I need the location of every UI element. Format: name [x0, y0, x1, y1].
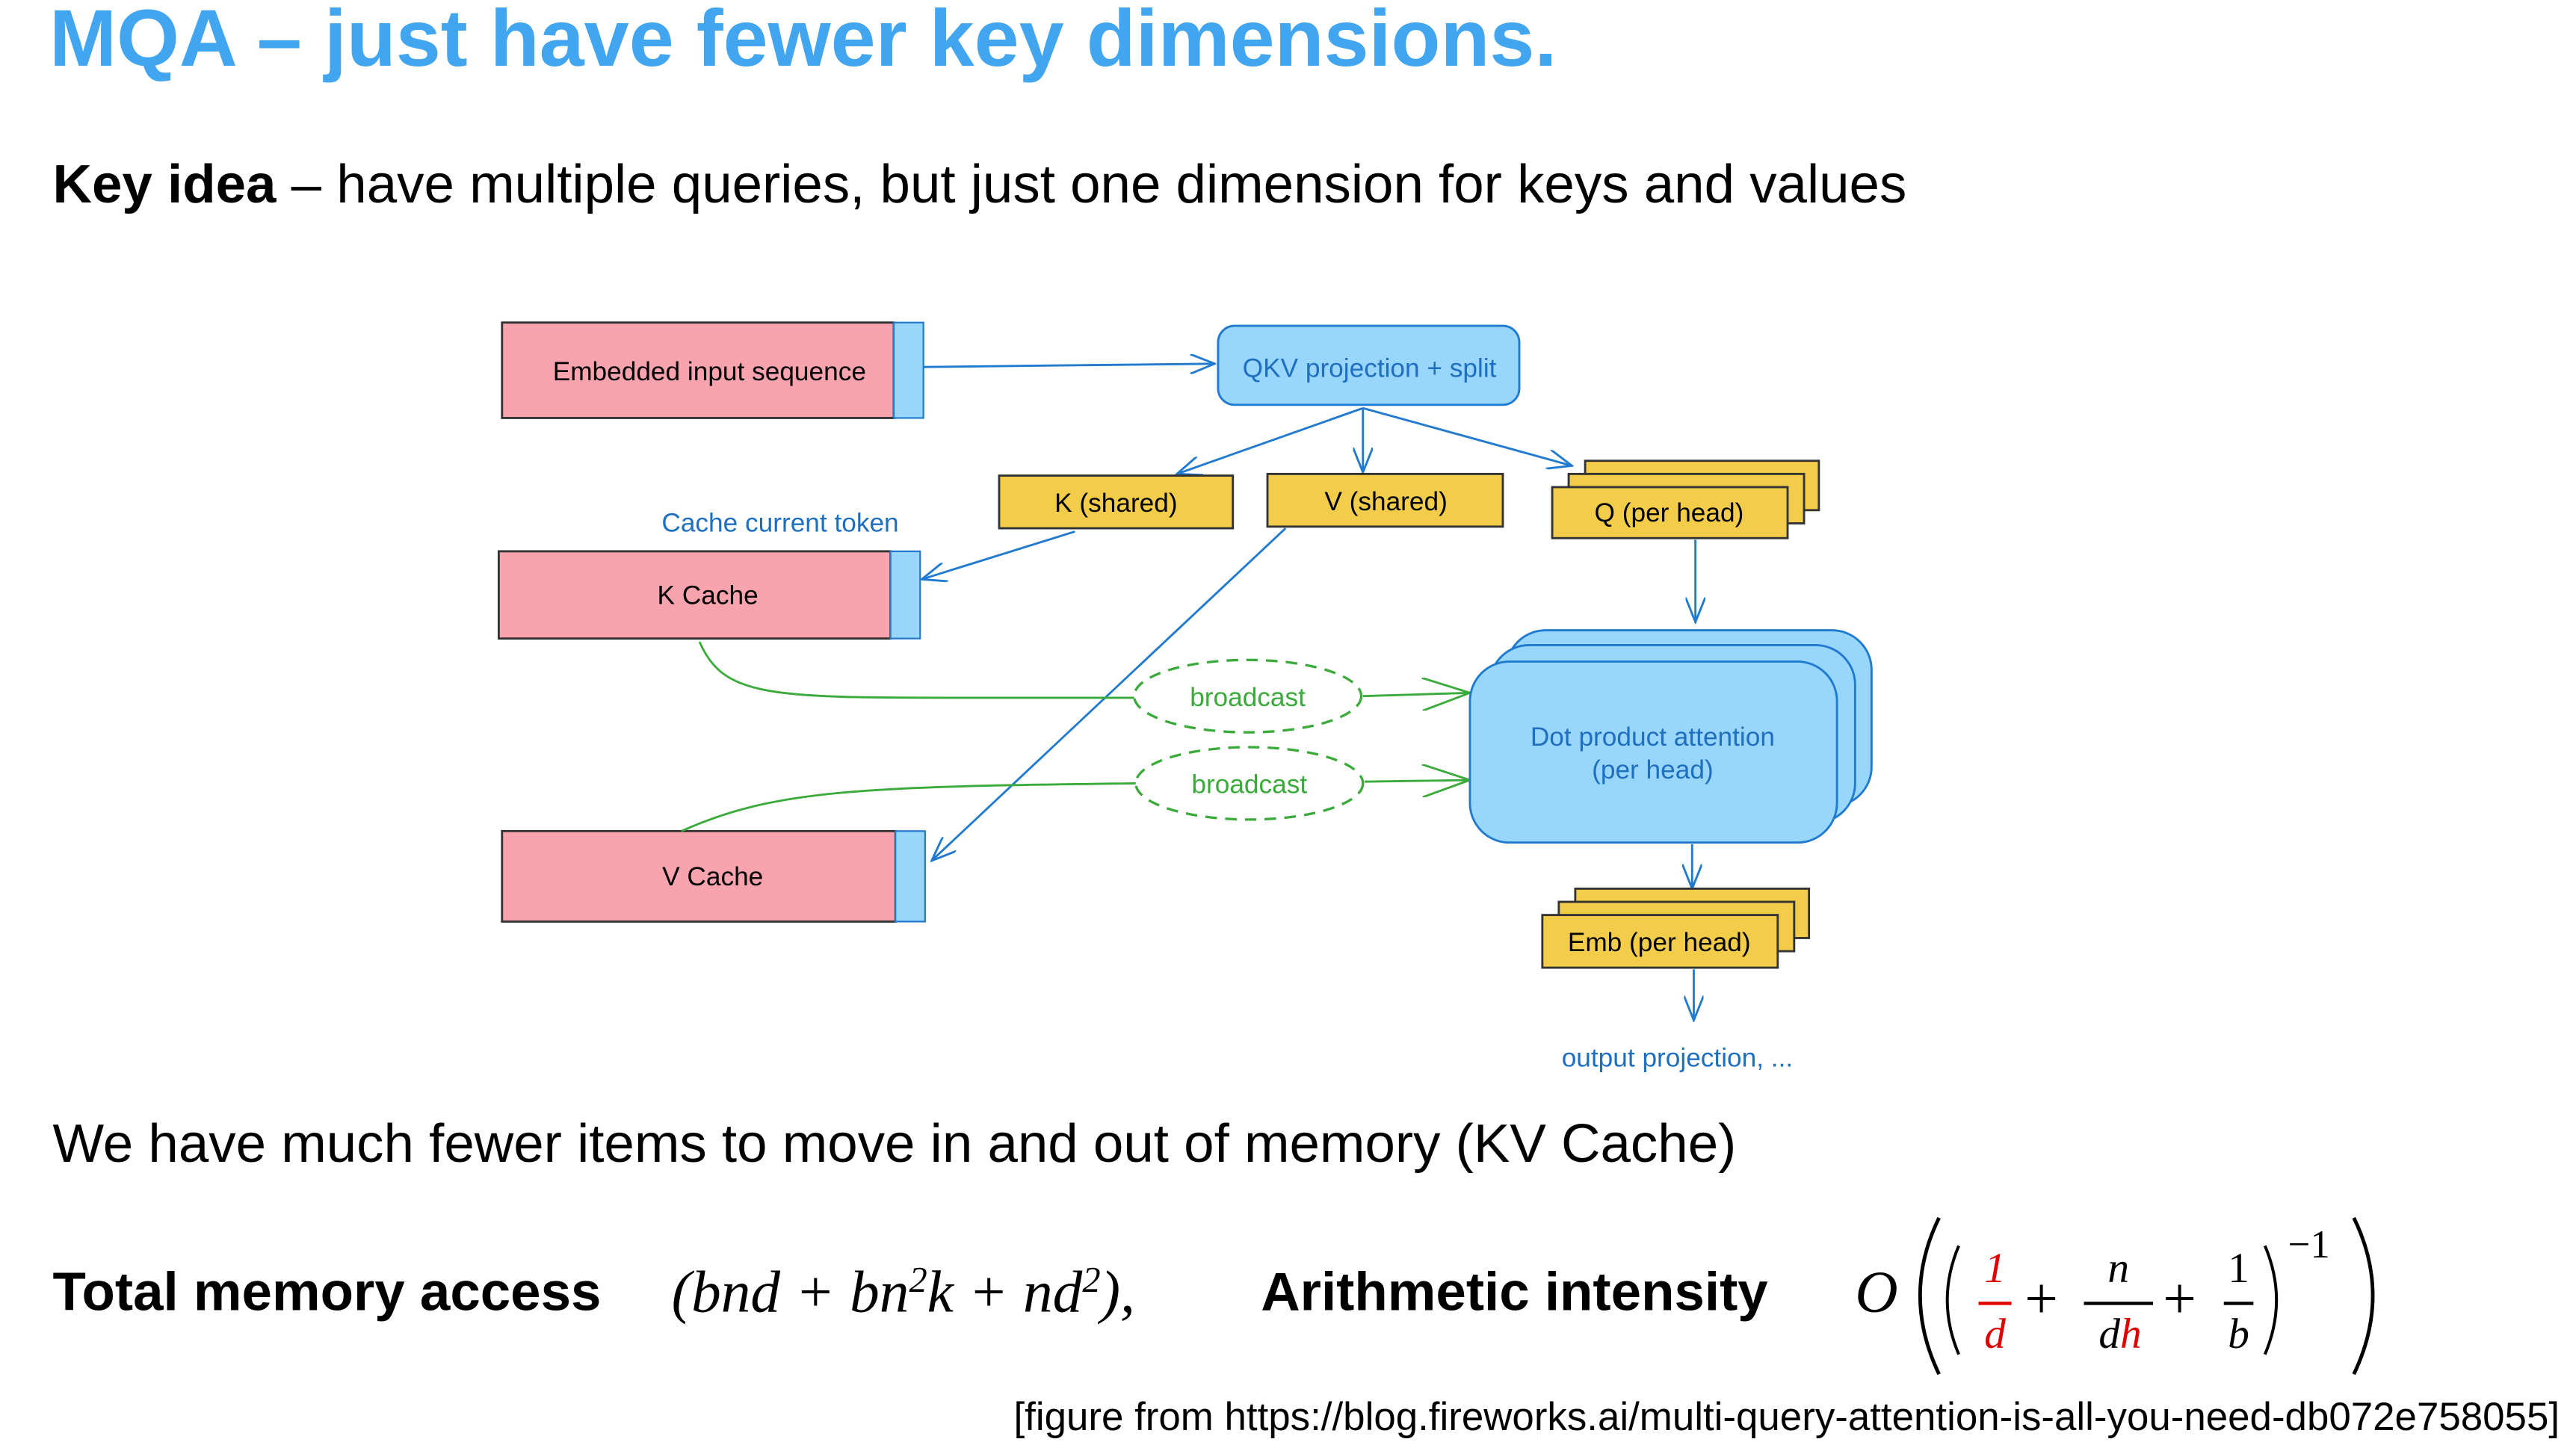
k-cache-label: K Cache [658, 581, 759, 610]
k-cache-box: K Cache [497, 550, 921, 640]
k-cache-to-broadcast-line [698, 641, 1136, 699]
key-idea-line: Key idea – have multiple queries, but ju… [52, 153, 1906, 216]
fraction-1-denominator: d [1984, 1310, 2006, 1358]
arrow-qkv-to-k [1177, 406, 1364, 474]
v-shared-label: V (shared) [1324, 487, 1448, 516]
arrow-qkv-to-q [1362, 406, 1572, 465]
fraction-bar [2223, 1302, 2254, 1305]
key-idea-text: – have multiple queries, but just one di… [276, 152, 1907, 214]
cache-current-token-label: Cache current token [661, 508, 898, 537]
arithmetic-intensity-label: Arithmetic intensity [1261, 1260, 1768, 1322]
broadcast-k: broadcast [1132, 658, 1363, 734]
plus-sign: + [2163, 1265, 2196, 1331]
expr-part: (bnd + bn [671, 1258, 909, 1325]
embedded-input-label: Embedded input sequence [553, 357, 866, 386]
fraction-2-numerator: n [2107, 1244, 2130, 1293]
arrow-broadcast-k [1362, 693, 1470, 696]
total-memory-expression: (bnd + bn2k + nd2), [672, 1257, 1135, 1327]
broadcast-v-label: broadcast [1191, 770, 1307, 799]
slide-title: MQA – just have fewer key dimensions. [49, 0, 1557, 84]
broadcast-v: broadcast [1134, 746, 1365, 821]
emb-per-head-stack: Emb (per head) [1541, 887, 1811, 969]
dot-product-label-2: (per head) [1592, 755, 1714, 785]
emb-per-head-label: Emb (per head) [1568, 928, 1751, 957]
k-shared-label: K (shared) [1054, 489, 1178, 518]
parentheses [1918, 1216, 2375, 1376]
exponent: 2 [1082, 1258, 1101, 1301]
fraction-3-numerator: 1 [2228, 1244, 2249, 1293]
den-h: h [2119, 1310, 2142, 1358]
fraction-bar [1978, 1302, 2012, 1305]
expr-part: ), [1100, 1258, 1135, 1325]
dot-product-label-1: Dot product attention [1531, 722, 1775, 752]
dot-product-attention-stack: Dot product attention (per head) [1468, 629, 1873, 844]
arrow-k-to-cache [921, 530, 1075, 579]
output-projection-label: output projection, ... [1562, 1043, 1793, 1072]
key-idea-label: Key idea [52, 152, 277, 214]
fraction-3-denominator: b [2228, 1310, 2249, 1358]
v-cache-to-broadcast-line [681, 782, 1136, 832]
arrow-input-to-qkv [923, 364, 1215, 367]
figure-citation: [figure from https://blog.fireworks.ai/m… [1013, 1395, 2560, 1441]
total-memory-label: Total memory access [52, 1260, 602, 1322]
broadcast-k-label: broadcast [1190, 683, 1306, 712]
qkv-projection-box: QKV projection + split [1217, 324, 1521, 406]
body-text: We have much fewer items to move in and … [52, 1112, 1737, 1174]
v-cache-label: V Cache [662, 862, 763, 891]
arrow-v-to-cache [932, 527, 1287, 861]
plus-sign: + [2024, 1265, 2058, 1331]
qkv-label: QKV projection + split [1243, 353, 1497, 383]
q-per-head-label: Q (per head) [1595, 498, 1744, 527]
exponent: 2 [909, 1258, 927, 1301]
fraction-bar [2084, 1302, 2154, 1305]
fraction-2-denominator: dh [2079, 1310, 2161, 1359]
expr-part: k + nd [927, 1258, 1083, 1325]
v-cache-box: V Cache [501, 829, 926, 923]
embedded-input-box: Embedded input sequence [501, 321, 924, 419]
v-shared-box: V (shared) [1266, 472, 1504, 528]
exponent-minus-one: −1 [2288, 1224, 2330, 1268]
big-o: O [1855, 1258, 1898, 1325]
den-d: d [2098, 1310, 2120, 1358]
arrow-broadcast-v [1364, 780, 1470, 782]
fraction-1-numerator: 1 [1984, 1244, 2006, 1293]
q-per-head-stack: Q (per head) [1551, 460, 1820, 539]
k-shared-box: K (shared) [998, 474, 1235, 530]
